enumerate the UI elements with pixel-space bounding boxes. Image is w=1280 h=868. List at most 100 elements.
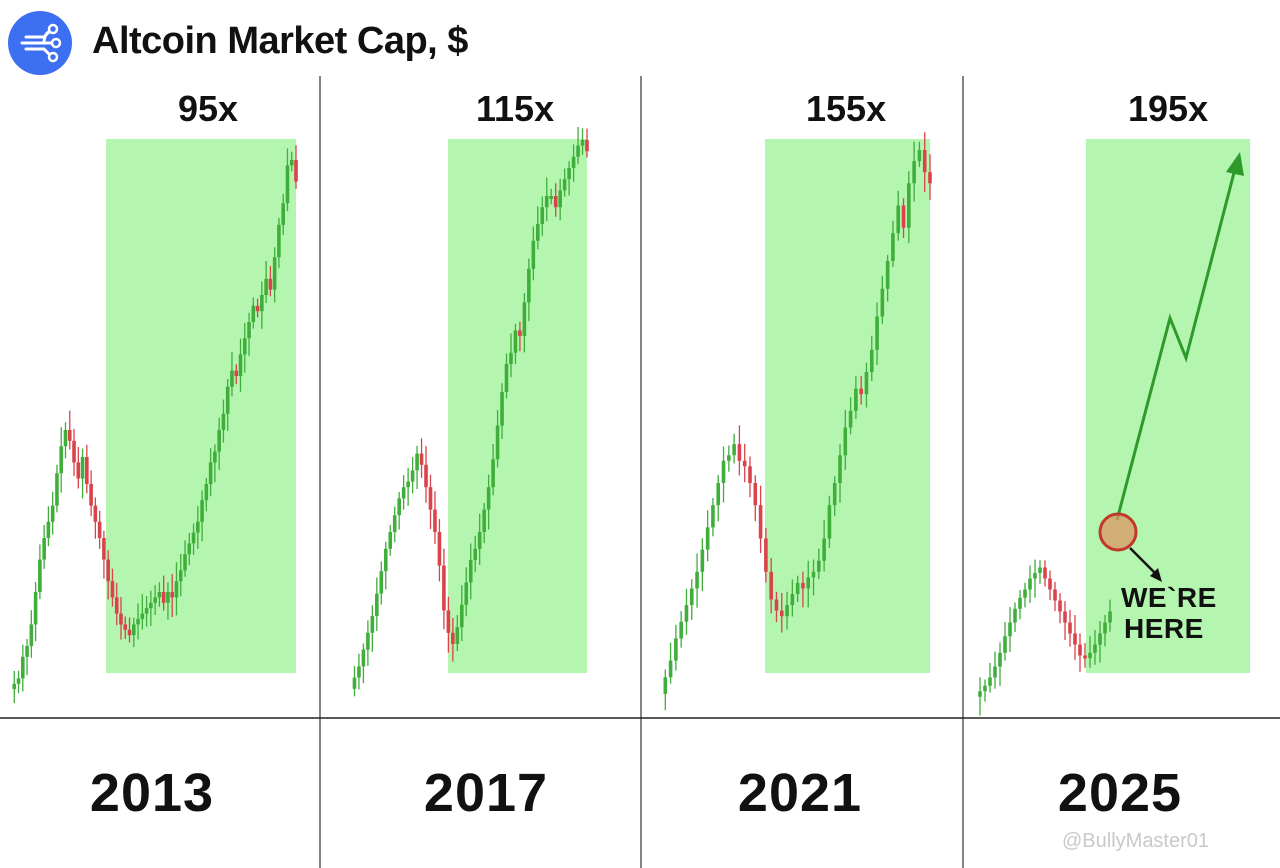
candle-body [513,330,518,353]
candle-body [558,190,562,208]
candle-body [379,571,384,594]
candle-body [663,677,668,694]
candle-body [1078,644,1082,656]
candle-body [922,150,927,173]
candle-body [255,305,260,312]
candle-body [12,683,17,690]
candle-body [1018,597,1022,609]
candle-body [419,453,424,465]
network-nodes-icon [8,11,72,75]
growth-zone-2025 [1086,139,1250,673]
candle-body [187,543,192,555]
candle-body [679,621,683,639]
candle-body [1003,636,1007,653]
candle-body [1103,622,1107,634]
candle-body [795,582,800,594]
candle-body [486,487,491,510]
candle-body [774,599,779,611]
candle-body [1013,608,1017,623]
candle-body [993,666,997,678]
candle-body [59,446,64,474]
candle-body [114,597,119,614]
candle-body [1058,600,1062,612]
candle-body [806,577,811,589]
candle-body [388,532,393,549]
candle-body [46,521,51,538]
candle-body [848,410,853,428]
candle-body [668,660,673,678]
candle-body [1028,578,1032,590]
candle-body [213,451,217,463]
candle-body [500,392,504,426]
candle-body [178,570,183,582]
candle-body [415,453,419,471]
candle-body [509,352,513,364]
candle-body [127,629,132,636]
candle-body [764,538,768,572]
candle-body [183,554,187,571]
candle-body [896,205,901,234]
candle-body [93,505,98,522]
candle-body [716,483,721,506]
candle-body [268,278,273,290]
current-position-marker [1098,512,1138,552]
candle-body [242,338,247,355]
candle-body [518,330,522,336]
candle-body [1023,589,1027,598]
candle-body [361,649,366,667]
candle-body [753,483,758,506]
candle-body [204,484,209,501]
candle-body [758,505,763,539]
candle-body [277,224,281,258]
candle-body [85,457,89,484]
candle-body [76,462,81,479]
candle-body [674,638,678,661]
candle-body [21,656,25,679]
candle-body [225,386,230,414]
candle-body [864,372,869,395]
candle-body [875,316,879,350]
candle-body [119,613,123,625]
candle-body [580,140,585,146]
candle-body [832,483,837,506]
candle-body [123,624,128,630]
candle-body [136,619,140,625]
candle-body [891,233,895,261]
candle-body [998,652,1002,667]
candle-body [67,430,72,441]
candle-body [1108,611,1112,623]
candle-body [221,413,226,430]
candle-body [366,632,370,650]
candle-body [149,602,153,609]
multiplier-label-2013: 95x [178,88,239,129]
year-label-2025: 2025 [1057,763,1183,823]
candle-body [553,196,558,208]
candle-body [527,268,531,303]
candle-body [827,505,832,539]
candle-body [711,505,715,528]
candle-body [531,240,536,269]
candle-body [217,430,221,452]
candle-body [401,487,406,499]
pointer-arrow [1129,547,1159,577]
candle-body [695,571,699,589]
growth-zone-2013 [106,139,296,673]
candle-body [106,559,110,582]
candle-body [473,548,478,560]
candle-body [238,354,243,376]
candle-body [811,571,816,578]
candle-body [29,624,34,646]
candle-body [196,521,200,533]
candle-body [1043,567,1047,579]
candle-body [477,532,482,549]
we-are-here-annotation: WE`RE HERE [1121,582,1241,644]
candle-body [1038,567,1042,573]
candle-body [144,608,149,614]
candle-body [410,470,415,482]
candle-body [1093,644,1097,653]
projection-arrow [1115,164,1238,521]
candle-body [869,349,874,372]
candle-body [705,527,710,550]
candle-body [50,505,55,522]
candle-body [721,460,726,483]
